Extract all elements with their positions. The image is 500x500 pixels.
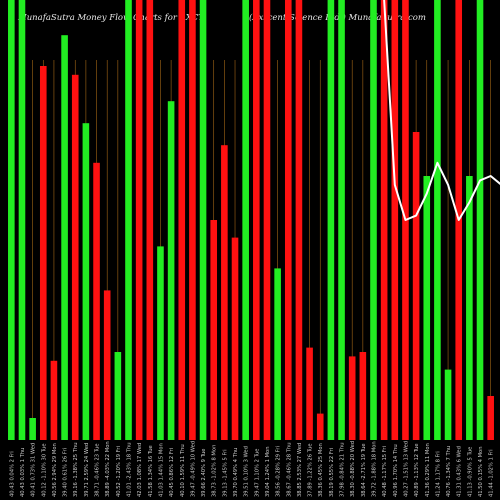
money-flow-bar-down — [210, 220, 218, 440]
x-tick-label: 41.03 1.44% 15 Mon — [158, 443, 164, 497]
money-flow-bar-down — [103, 290, 111, 440]
x-tick-label: 40.43 0.03% 1 Thu — [20, 448, 26, 497]
money-flow-bar-up — [434, 0, 441, 440]
x-tick-label: 40.27 -1.51% 13 Wed — [403, 441, 409, 497]
money-flow-bar-down — [189, 0, 196, 440]
money-flow-bar-up — [61, 35, 68, 440]
x-tick-label: 38.36 0.45% 25 Mon — [318, 443, 324, 497]
x-tick-label: 42.03 1.08% 17 Wed — [137, 443, 143, 497]
money-flow-bar-down — [221, 145, 228, 440]
x-tick-label: 38.89 -4.03% 22 Mon — [105, 441, 111, 497]
money-flow-bar-up — [242, 0, 249, 440]
money-flow-bar-up — [423, 176, 431, 440]
money-flow-bar-up — [125, 0, 132, 440]
money-flow-bar-up — [274, 268, 281, 440]
money-flow-bar-down — [39, 66, 47, 440]
x-tick-label: 39.47 1.10% 2 Tue — [254, 449, 260, 497]
chart-title-left: MunafaSutra Money Flow Charts for AXCT — [18, 13, 204, 23]
x-tick-label: 41.31 0.43% 6 Wed — [457, 446, 463, 497]
money-flow-bar-up — [444, 369, 452, 440]
x-tick-label: 40.89 -1.13% 12 Tue — [414, 443, 420, 497]
money-flow-bar-up — [466, 176, 473, 440]
money-flow-bar-down — [306, 347, 313, 440]
money-flow-bar-down — [391, 0, 399, 440]
x-tick-label: 41.36 0.29% 11 Mon — [425, 443, 431, 497]
money-flow-bar-down — [135, 0, 143, 440]
x-tick-label: 39.47 -0.49% 10 Wed — [190, 441, 196, 497]
money-flow-bar-down — [487, 396, 494, 440]
x-tick-label: 39.40 0.61% 26 Fri — [63, 448, 69, 497]
money-flow-bar-up — [476, 0, 484, 440]
x-tick-label: 40.52 -1.20% 19 Fri — [116, 446, 122, 497]
chart-title-right: (Axscent Science Ltd.) MunafaSutra.com — [249, 13, 426, 23]
x-tick-label: 38.64 -2.71% 19 Tue — [361, 443, 367, 497]
x-tick-label: 38.30 -0.88% 20 Wed — [350, 441, 356, 497]
x-tick-label: 41.44 -1.02% 1 Fri — [489, 449, 495, 497]
x-tick-label: 40.96 1.70% 14 Thu — [393, 444, 399, 497]
x-tick-label: 37.89 -1.22% 26 Tue — [308, 443, 314, 497]
bar-layer — [8, 0, 494, 441]
money-flow-bar-down — [295, 0, 303, 440]
x-tick-label: 40.48 -1.17% 15 Fri — [382, 446, 388, 497]
x-tick-label: 40.10 1.59% 11 Thu — [180, 444, 186, 497]
x-tick-label: 39.13 -1.45% 5 Fri — [222, 449, 228, 497]
money-flow-bar-up — [157, 246, 164, 440]
money-flow-bar-down — [284, 0, 292, 440]
x-tick-label: 40.45 0.86% 12 Fri — [169, 448, 175, 497]
money-flow-bar-down — [178, 0, 186, 440]
x-tick-label: 40.12 -1.10% 30 Tue — [41, 443, 47, 497]
x-tick-label: 38.85 2.53% 27 Wed — [297, 443, 303, 497]
x-tick-label: 38.71 -0.46% 23 Tue — [95, 443, 101, 497]
money-flow-bar-down — [263, 0, 271, 440]
x-tick-label: 40.56 2.94% 29 Mon — [52, 443, 58, 497]
money-flow-bar-down — [231, 237, 239, 440]
x-tick-label: 38.67 -0.46% 28 Thu — [286, 443, 292, 498]
money-flow-bar-down — [146, 0, 154, 440]
money-flow-bar-down — [412, 132, 420, 440]
x-tick-label: 39.16 -1.38% 25 Thu — [73, 443, 79, 498]
x-tick-label: 39.72 -1.88% 18 Mon — [372, 441, 378, 497]
money-flow-bar-up — [167, 101, 175, 440]
line-layer — [383, 0, 500, 221]
money-flow-bar-up — [18, 0, 26, 440]
x-tick-label: 39.70 0.49% 4 Thu — [233, 448, 239, 497]
x-tick-label: 38.56 -0.28% 29 Fri — [276, 446, 282, 497]
money-flow-bar-down — [93, 162, 100, 441]
x-tick-label: 41.13 -0.90% 5 Tue — [467, 447, 473, 497]
x-tick-label: 39.51 0.10% 3 Wed — [244, 446, 250, 497]
money-flow-bar-up — [8, 0, 15, 440]
x-tick-label: 39.71 2.59% 24 Wed — [84, 443, 90, 497]
money-flow-bar-down — [71, 74, 79, 441]
money-flow-bar-up — [114, 352, 122, 440]
x-tick-label: 38.73 -1.02% 8 Mon — [212, 445, 218, 497]
x-tick-label: 41.24 1.17% 8 Fri — [435, 451, 441, 497]
money-flow-bar-down — [348, 356, 356, 440]
money-flow-bar-down — [50, 360, 58, 440]
money-flow-bar-up — [199, 0, 207, 440]
x-tick-label: 40.41 0.73% 31 Wed — [31, 443, 37, 497]
x-tick-label: 39.66 2.40% 9 Tue — [201, 449, 207, 497]
money-flow-bar-up — [327, 0, 335, 440]
money-flow-bar-up — [338, 0, 345, 440]
x-tick-label: 38.19 0.55% 22 Fri — [329, 448, 335, 497]
tick-layer: 40.43 0.04% 2 Fri 40.43 0.03% 1 Thu 40.41 … — [9, 441, 494, 497]
money-flow-bar-up — [370, 0, 377, 440]
money-flow-bar-down — [359, 352, 367, 440]
money-flow-bar-down — [380, 0, 388, 440]
x-tick-label: 40.76 -1.34% 7 Thu — [446, 446, 452, 497]
money-flow-bar-down — [253, 0, 260, 440]
money-flow-bar-down — [316, 413, 324, 440]
x-tick-label: 41.58 1.34% 16 Tue — [148, 445, 154, 497]
money-flow-bar-up — [82, 123, 90, 440]
money-flow-line — [383, 0, 500, 221]
x-tick-label: 37.98 -0.84% 21 Thu — [340, 443, 346, 498]
x-tick-label: 41.50 0.15% 4 Mon — [478, 446, 484, 497]
money-flow-bar-up — [29, 418, 36, 440]
x-tick-label: 39.04 1.24% 1 Mon — [265, 446, 271, 497]
x-tick-label: 41.01 -2.43% 18 Thu — [127, 443, 133, 498]
x-tick-label: 40.43 0.04% 2 Fri — [9, 451, 15, 497]
